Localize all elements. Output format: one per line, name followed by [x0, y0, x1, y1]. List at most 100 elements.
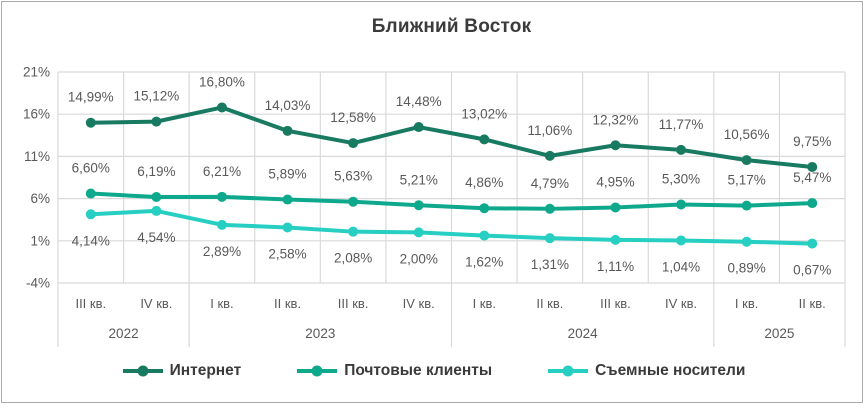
data-point: [807, 198, 818, 209]
data-label: 2,00%: [400, 251, 438, 266]
data-label: 16,80%: [199, 74, 245, 89]
data-point: [282, 194, 293, 205]
data-label: 1,31%: [531, 257, 569, 272]
data-label: 0,89%: [727, 261, 765, 276]
y-tick-label: 6%: [30, 191, 50, 206]
series-line-2: [88, 208, 815, 246]
x-category-label: III кв.: [600, 296, 631, 311]
x-year-label: 2022: [109, 326, 139, 341]
x-category-label: IV кв.: [665, 296, 697, 311]
data-point: [676, 235, 687, 246]
legend-label: Почтовые клиенты: [344, 362, 493, 379]
data-point: [348, 196, 359, 207]
data-label: 2,89%: [203, 244, 241, 259]
data-label: 6,21%: [203, 164, 241, 179]
x-category-label: II кв.: [536, 296, 563, 311]
data-label: 1,62%: [465, 255, 503, 270]
data-point: [807, 161, 818, 172]
data-label: 4,14%: [72, 233, 110, 248]
series-line-0: [88, 105, 815, 169]
data-point: [676, 144, 687, 155]
data-label: 2,58%: [268, 246, 306, 261]
data-point: [413, 200, 424, 211]
y-tick-label: 16%: [23, 107, 50, 122]
legend-label: Съемные носители: [595, 362, 746, 379]
data-point: [85, 117, 96, 128]
y-tick-label: 1%: [30, 233, 50, 248]
data-point: [348, 138, 359, 149]
legend-marker-icon: [548, 365, 589, 377]
legend-item-1: Почтовые клиенты: [297, 362, 492, 380]
data-point: [85, 188, 96, 199]
data-point: [216, 191, 227, 202]
data-point: [544, 203, 555, 214]
x-year-label: 2023: [305, 326, 335, 341]
data-label: 12,58%: [330, 110, 376, 125]
data-label: 1,04%: [662, 259, 700, 274]
data-point: [216, 102, 227, 113]
data-label: 0,67%: [793, 263, 831, 278]
data-label: 1,11%: [597, 259, 634, 274]
data-point: [413, 122, 424, 133]
x-year-label: 2025: [764, 326, 794, 341]
data-point: [151, 205, 162, 216]
x-category-label: III кв.: [75, 296, 106, 311]
data-label: 5,63%: [334, 169, 372, 184]
data-label: 9,75%: [793, 134, 831, 149]
data-point: [413, 227, 424, 238]
x-category-label: I кв.: [210, 296, 233, 311]
data-label: 12,32%: [593, 112, 639, 127]
data-point: [479, 134, 490, 145]
data-label: 2,08%: [334, 251, 372, 266]
data-point: [610, 202, 621, 213]
data-point: [544, 233, 555, 244]
data-point: [479, 230, 490, 241]
data-point: [282, 125, 293, 136]
data-point: [676, 199, 687, 210]
data-label: 14,99%: [68, 90, 114, 105]
x-category-label: IV кв.: [140, 296, 172, 311]
data-point: [216, 219, 227, 230]
data-label: 10,56%: [724, 127, 770, 142]
x-year-label: 2024: [568, 326, 599, 341]
data-point: [151, 191, 162, 202]
data-label: 11,77%: [659, 117, 704, 132]
x-category-label: II кв.: [274, 296, 301, 311]
chart-title: Ближний Восток: [371, 16, 532, 37]
data-label: 11,06%: [527, 123, 572, 138]
data-point: [610, 140, 621, 151]
series-line-1: [88, 191, 815, 211]
data-point: [741, 200, 752, 211]
data-label: 13,02%: [461, 106, 507, 121]
data-point: [151, 116, 162, 127]
legend-marker-icon: [297, 365, 338, 377]
x-category-label: I кв.: [735, 296, 758, 311]
x-category-label: I кв.: [473, 296, 496, 311]
y-tick-label: 21%: [23, 65, 50, 80]
data-point: [741, 155, 752, 166]
chart-legend: Интернет Почтовые клиенты Съемные носители: [0, 362, 868, 380]
data-point: [741, 236, 752, 247]
data-label: 14,03%: [265, 98, 311, 113]
data-label: 4,86%: [465, 175, 503, 190]
data-point: [282, 222, 293, 233]
line-chart: 21% 16% 11% 6% 1% -4% 14,99% 15,12% 16,80% 14,03%…: [23, 65, 846, 347]
data-label: 5,30%: [662, 172, 700, 187]
legend-item-0: Интернет: [122, 362, 242, 380]
data-point: [610, 234, 621, 245]
data-label: 6,19%: [137, 164, 175, 179]
legend-marker-icon: [122, 365, 163, 377]
x-category-label: III кв.: [338, 296, 369, 311]
legend-item-2: Съемные носители: [548, 362, 745, 380]
data-label: 5,21%: [400, 172, 438, 187]
data-label: 15,12%: [133, 89, 179, 104]
data-point: [544, 150, 555, 161]
legend-label: Интернет: [169, 362, 242, 379]
data-point: [479, 203, 490, 214]
y-tick-label: 11%: [24, 149, 50, 164]
data-label: 4,54%: [137, 230, 175, 245]
x-category-label: II кв.: [799, 296, 826, 311]
data-label: 5,89%: [268, 167, 306, 182]
x-category-label: IV кв.: [403, 296, 435, 311]
